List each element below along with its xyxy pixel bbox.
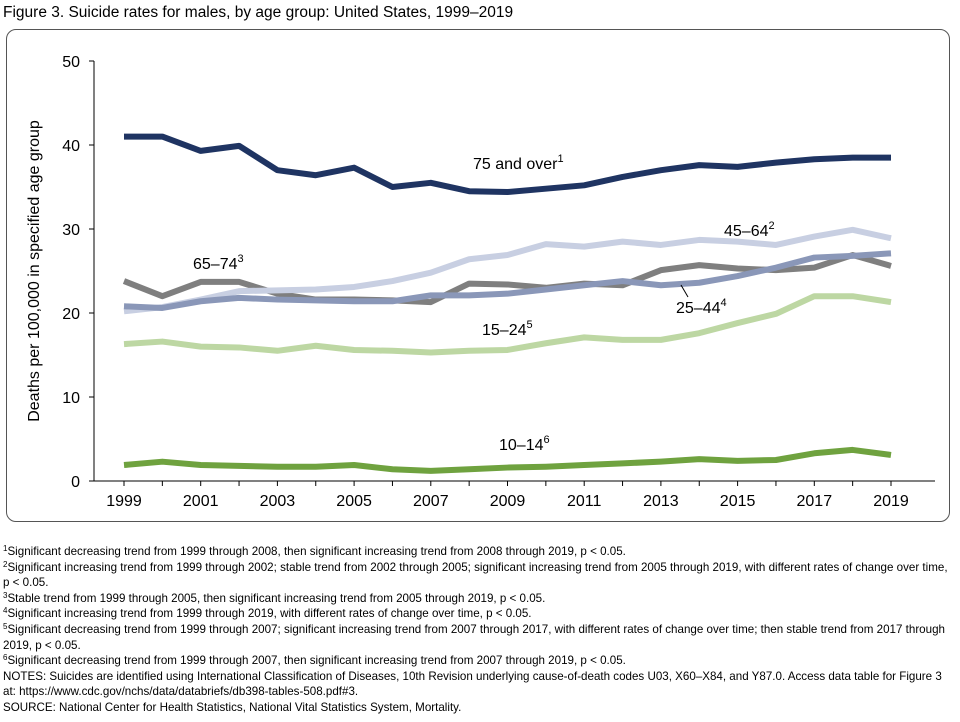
footnote-text: Significant increasing trend from 1999 t… [3, 560, 948, 590]
x-tick-label: 2001 [183, 493, 219, 510]
y-tick-label: 50 [62, 54, 80, 71]
footnotes: 1Significant decreasing trend from 1999 … [3, 544, 953, 716]
y-tick-label: 40 [62, 138, 80, 155]
x-tick-label: 2007 [413, 493, 449, 510]
series-label: 65–743 [193, 253, 244, 273]
y-tick-label: 30 [62, 222, 80, 239]
series-label: 45–642 [724, 220, 775, 240]
x-tick-label: 2011 [567, 493, 602, 510]
source-text: SOURCE: National Center for Health Stati… [3, 700, 462, 714]
footnote-number: 6 [3, 653, 8, 663]
line-chart: 0 10 20 30 40 50 1999 2001 2003 2005 2007 2009 2011 2… [26, 54, 935, 510]
footnote-text: Significant increasing trend from 1999 t… [7, 607, 532, 621]
x-tick-label: 2019 [873, 493, 909, 510]
x-tick-label: 1999 [106, 493, 142, 510]
footnote-number: 3 [3, 590, 8, 600]
series-line-10-14 [123, 446, 892, 474]
x-tick-label: 2005 [336, 493, 372, 510]
series-label: 25–444 [676, 297, 727, 317]
x-tick-label: 2013 [643, 493, 679, 510]
series-label: 10–146 [499, 434, 550, 454]
footnote-number: 5 [3, 621, 8, 631]
y-tick-label: 10 [62, 390, 80, 407]
series-label: 75 and over1 [473, 153, 564, 173]
notes-text: NOTES: Suicides are identified using Int… [3, 669, 942, 699]
footnote: 5Significant decreasing trend from 1999 … [3, 622, 953, 653]
x-tick-label: 2009 [490, 493, 526, 510]
footnote-number: 4 [3, 606, 8, 616]
footnote-text: Stable trend from 1999 through 2005, the… [7, 591, 546, 605]
series-line-25-44 [123, 250, 892, 311]
footnote: 6Significant decreasing trend from 1999 … [3, 653, 953, 669]
footnote-text: Significant decreasing trend from 1999 t… [3, 622, 945, 652]
series-line-15-24 [123, 293, 892, 356]
chart-title: Figure 3. Suicide rates for males, by ag… [3, 4, 514, 21]
y-tick-label: 0 [71, 474, 80, 491]
label-leader-line [680, 284, 689, 298]
footnote: 4Significant increasing trend from 1999 … [3, 606, 953, 622]
series-line-45-64 [123, 226, 892, 315]
footnote: 2Significant increasing trend from 1999 … [3, 560, 953, 591]
series-label: 15–245 [482, 319, 533, 339]
chart-frame [6, 29, 950, 522]
footnote: 3Stable trend from 1999 through 2005, th… [3, 591, 953, 607]
y-axis-label: Deaths per 100,000 in specified age grou… [26, 120, 43, 422]
y-tick-label: 20 [62, 306, 80, 323]
x-tick-label: 2017 [797, 493, 833, 510]
footnote-number: 2 [3, 559, 8, 569]
x-tick-label: 2015 [720, 493, 756, 510]
footnote-text: Significant decreasing trend from 1999 t… [7, 654, 626, 668]
footnote: 1Significant decreasing trend from 1999 … [3, 544, 953, 560]
footnote-number: 1 [3, 544, 8, 553]
footnote-text: Significant decreasing trend from 1999 t… [7, 545, 626, 558]
x-tick-label: 2003 [260, 493, 296, 510]
series-line-75-and-over [124, 133, 891, 196]
